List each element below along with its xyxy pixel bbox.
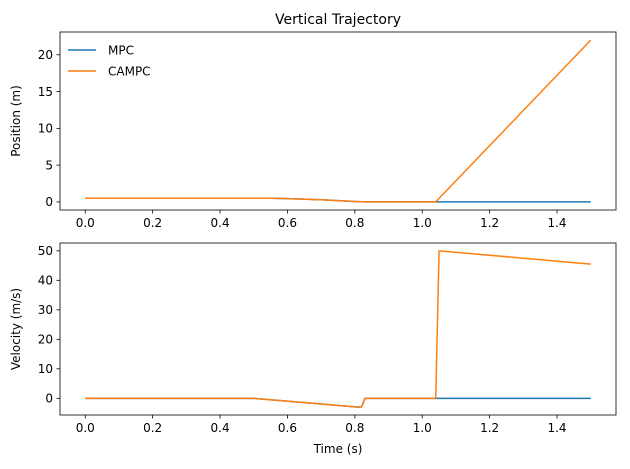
y-tick-label: 40: [38, 274, 53, 288]
x-tick-label: 0.8: [345, 421, 364, 435]
axes-frame: [59, 242, 617, 416]
plot-area: [85, 250, 591, 408]
position-subplot: 0.0 0.2 0.4 0.6 0.8 1.0 1.2 1.4 0 5 10 15 20 Position…: [9, 12, 617, 230]
x-tick-label: 1.2: [480, 216, 499, 230]
x-tick-label: 0.4: [211, 216, 230, 230]
x-tick-label: 0.8: [345, 216, 364, 230]
x-tick-label: 1.0: [413, 216, 432, 230]
y-tick-label: 20: [38, 333, 53, 347]
x-tick-label: 0.2: [143, 216, 162, 230]
x-tick-label: 0.2: [143, 421, 162, 435]
y-tick-label: 30: [38, 303, 53, 317]
x-tick-label: 1.4: [547, 421, 566, 435]
legend-label-campc: CAMPC: [108, 64, 151, 78]
y-tick-label: 20: [38, 48, 53, 62]
y-axis-label: Velocity (m/s): [9, 288, 23, 370]
series-line-campc: [85, 250, 591, 408]
x-tick-label: 0.0: [76, 421, 95, 435]
y-tick-label: 15: [38, 85, 53, 99]
plot-area: [85, 39, 592, 203]
x-axis-label: Time (s): [313, 442, 363, 456]
y-tick-label: 0: [45, 195, 53, 209]
legend-label-mpc: MPC: [108, 43, 134, 57]
legend: MPC CAMPC: [68, 43, 151, 78]
x-tick-label: 1.0: [413, 421, 432, 435]
x-tick-label: 0.4: [211, 421, 230, 435]
y-tick-label: 5: [45, 158, 53, 172]
y-axis-label: Position (m): [9, 85, 23, 157]
x-tick-label: 0.6: [278, 421, 297, 435]
chart-title: Vertical Trajectory: [275, 12, 401, 28]
y-tick-label: 50: [38, 244, 53, 258]
series-line-campc: [85, 39, 592, 203]
x-tick-label: 1.2: [480, 421, 499, 435]
y-tick-label: 10: [38, 362, 53, 376]
axes-frame: [59, 31, 617, 211]
x-tick-label: 0.0: [76, 216, 95, 230]
y-tick-label: 10: [38, 122, 53, 136]
y-tick-label: 0: [45, 392, 53, 406]
x-tick-label: 0.6: [278, 216, 297, 230]
x-tick-label: 1.4: [547, 216, 566, 230]
velocity-subplot: 0.0 0.2 0.4 0.6 0.8 1.0 1.2 1.4 0 10 20 30 40 50 Veloc…: [9, 242, 617, 456]
